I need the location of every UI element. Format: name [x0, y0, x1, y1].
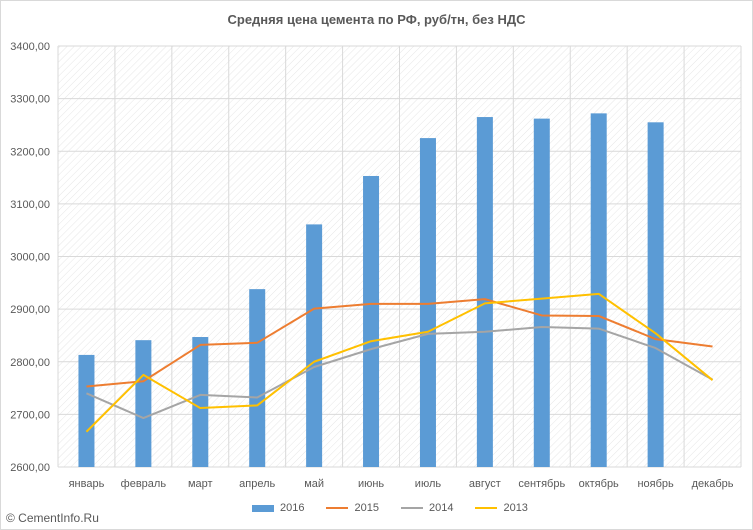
x-tick-label: сентябрь [518, 478, 565, 490]
legend-item-2014: 2014 [400, 502, 454, 514]
legend-label-2015: 2015 [354, 502, 379, 514]
legend-label-2014: 2014 [428, 502, 454, 514]
bar-2016-сентябрь [533, 118, 550, 467]
y-tick-label: 3200,00 [10, 146, 50, 158]
bar-2016-август [476, 117, 493, 467]
bar-2016-ноябрь [647, 122, 664, 468]
bar-2016-май [306, 224, 323, 467]
bar-2016-июль [419, 138, 436, 467]
y-tick-label: 3300,00 [10, 94, 50, 106]
x-tick-label: июнь [358, 478, 384, 490]
x-tick-label: ноябрь [637, 478, 674, 490]
legend: 2016 2015 2014 2013 [252, 502, 528, 514]
x-tick-label: июль [415, 478, 442, 490]
y-tick-label: 3400,00 [10, 41, 50, 53]
y-tick-label: 2900,00 [10, 304, 50, 316]
y-tick-label: 2600,00 [10, 462, 50, 474]
site-credit: © CementInfo.Ru [6, 511, 99, 525]
x-tick-label: декабрь [692, 478, 734, 490]
legend-swatch-2016 [252, 504, 274, 512]
legend-item-2016: 2016 [252, 502, 304, 514]
bar-2016-февраль [135, 340, 152, 467]
legend-label-2013: 2013 [503, 502, 528, 514]
legend-swatch-2014 [400, 507, 423, 509]
bar-2016-апрель [249, 289, 266, 467]
bar-2016-октябрь [590, 113, 607, 468]
chart-title: Средняя цена цемента по РФ, руб/тн, без … [227, 12, 526, 27]
x-tick-label: май [304, 478, 324, 490]
x-tick-label: февраль [121, 478, 167, 490]
series-line-2014 [86, 326, 714, 420]
legend-item-2013: 2013 [475, 502, 528, 514]
y-tick-label: 2700,00 [10, 409, 50, 421]
x-tick-label: апрель [239, 478, 275, 490]
bar-2016-июнь [363, 175, 380, 467]
legend-swatch-2015 [326, 507, 349, 509]
x-tick-label: март [188, 478, 213, 490]
series-line-2013 [85, 292, 714, 433]
series-line-2015 [86, 298, 713, 388]
x-tick-label: январь [69, 478, 105, 490]
bar-2016-март [192, 337, 209, 467]
y-tick-label: 2800,00 [10, 357, 50, 369]
bar-2016-январь [78, 354, 95, 467]
legend-swatch-2013 [475, 507, 498, 509]
legend-item-2015: 2015 [326, 502, 379, 514]
y-tick-label: 3000,00 [10, 252, 50, 264]
x-tick-label: август [469, 478, 501, 490]
legend-label-2016: 2016 [280, 502, 305, 514]
x-tick-label: октябрь [579, 478, 619, 490]
y-tick-label: 3100,00 [10, 199, 50, 211]
